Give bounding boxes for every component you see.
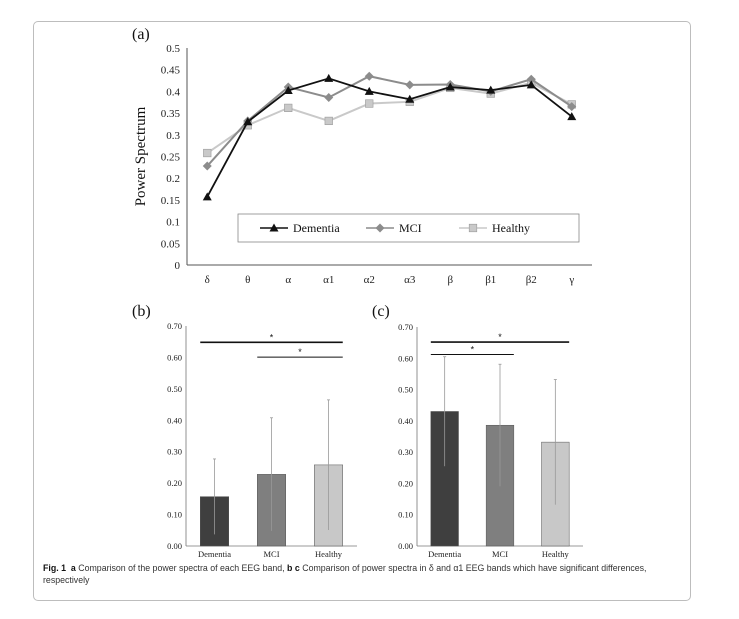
point-mci: [526, 74, 536, 84]
x-tick-label-a: γ: [568, 274, 574, 286]
point-dementia: [364, 86, 374, 95]
x-tick-label-c: Healthy: [542, 549, 570, 559]
figure-frame: [33, 21, 691, 601]
x-tick-label-b: Dementia: [198, 549, 231, 559]
y-tick-label-b: 0.70: [167, 321, 182, 331]
line-chart-a: 0 0.05 0.1 0.15 0.2 0.25 0.3 0.35 0.4 0.45 0.5 δ θ α α…: [133, 43, 592, 286]
point-mci: [324, 92, 334, 102]
x-tick-label-b: Healthy: [315, 549, 343, 559]
point-mci: [567, 102, 577, 112]
x-tick-label-a: β: [447, 274, 453, 286]
legend-marker-healthy: [468, 223, 478, 233]
y-tick-label-b: 0.20: [167, 478, 182, 488]
x-tick-label-a: α: [285, 274, 291, 286]
point-healthy: [365, 99, 374, 108]
point-dementia: [243, 117, 253, 126]
y-tick-label-a: 0.45: [161, 65, 181, 77]
x-tick-label-a: α2: [364, 274, 375, 286]
point-dementia: [445, 82, 455, 91]
point-healthy: [324, 116, 333, 126]
panel-label-a: (a): [132, 26, 150, 43]
caption-part-a-letter: a: [70, 563, 76, 573]
legend-label-healthy: Healthy: [492, 221, 530, 235]
significance-star-b: *: [270, 332, 274, 342]
significance-star-b: *: [298, 347, 302, 357]
point-mci: [364, 71, 374, 81]
point-mci: [405, 80, 415, 90]
y-tick-label-c: 0.70: [398, 322, 413, 332]
point-mci: [202, 161, 212, 171]
caption-part-a-text: Comparison of the power spectra of each …: [78, 563, 285, 573]
y-tick-label-c: 0.50: [398, 385, 413, 395]
point-dementia: [405, 94, 415, 103]
point-healthy: [284, 103, 293, 112]
y-tick-label-c: 0.00: [398, 541, 413, 551]
y-tick-label-c: 0.60: [398, 353, 413, 363]
x-tick-label-a: α3: [404, 274, 416, 286]
y-tick-label-c: 0.10: [398, 510, 413, 520]
caption-part-bc-letters: b c: [287, 563, 300, 573]
point-dementia: [567, 112, 577, 121]
significance-star-c: *: [471, 345, 475, 355]
point-dementia: [202, 192, 212, 201]
y-tick-label-a: 0.1: [166, 217, 180, 229]
x-tick-label-a: β1: [485, 274, 496, 286]
y-tick-label-a: 0.05: [161, 238, 181, 250]
panel-label-b: (b): [132, 303, 151, 320]
y-tick-label-c: 0.40: [398, 416, 413, 426]
y-tick-label-b: 0.00: [167, 541, 182, 551]
legend-label-dementia: Dementia: [293, 221, 340, 235]
x-tick-label-a: α1: [323, 274, 334, 286]
series-line-mci: [206, 75, 573, 167]
x-tick-label-a: β2: [526, 274, 537, 286]
y-axis-title-a: Power Spectrum: [133, 106, 149, 206]
point-healthy: [203, 148, 212, 158]
y-tick-label-c: 0.20: [398, 478, 413, 488]
x-tick-label-a: δ: [205, 274, 210, 286]
y-tick-label-b: 0.10: [167, 510, 182, 520]
series-line-healthy: [206, 81, 573, 154]
caption-part-bc-text: Comparison of power spectra in δ and α1 …: [43, 563, 647, 585]
x-tick-label-b: MCI: [263, 549, 279, 559]
legend-marker-mci: [375, 223, 385, 233]
point-dementia: [486, 85, 496, 94]
y-tick-label-a: 0.3: [166, 130, 180, 142]
y-tick-label-b: 0.30: [167, 447, 182, 457]
x-tick-label-c: MCI: [492, 549, 508, 559]
point-dementia: [283, 86, 293, 95]
caption-fig-label: Fig. 1: [43, 563, 66, 573]
significance-star-c: *: [498, 332, 502, 342]
y-tick-label-a: 0: [175, 260, 181, 272]
panel-label-c: (c): [372, 303, 390, 320]
legend-label-mci: MCI: [399, 221, 422, 235]
y-tick-label-c: 0.30: [398, 447, 413, 457]
y-tick-label-b: 0.40: [167, 415, 182, 425]
series-line-dementia: [206, 77, 573, 198]
x-tick-label-a: θ: [245, 274, 250, 286]
y-tick-label-a: 0.25: [161, 152, 181, 164]
x-tick-label-c: Dementia: [428, 549, 461, 559]
y-tick-label-a: 0.15: [161, 195, 181, 207]
point-dementia: [526, 80, 536, 89]
y-tick-label-b: 0.60: [167, 352, 182, 362]
figure-caption: Fig. 1 a Comparison of the power spectra…: [43, 562, 683, 586]
y-tick-label-a: 0.5: [166, 43, 180, 55]
y-tick-label-a: 0.4: [166, 86, 180, 98]
legend-box-a: [237, 213, 580, 243]
legend-marker-dementia: [269, 223, 279, 232]
y-tick-label-a: 0.2: [166, 173, 180, 185]
point-dementia: [324, 73, 334, 82]
y-tick-label-b: 0.50: [167, 384, 182, 394]
bar-chart-c: 0.00 0.10 0.20 0.30 0.40 0.50 0.60 0.70 Dementia…: [398, 322, 583, 559]
bar-chart-b: 0.00 0.10 0.20 0.30 0.40 0.50 0.60 0.70 Dementia…: [167, 321, 357, 559]
y-tick-label-a: 0.35: [161, 108, 181, 120]
